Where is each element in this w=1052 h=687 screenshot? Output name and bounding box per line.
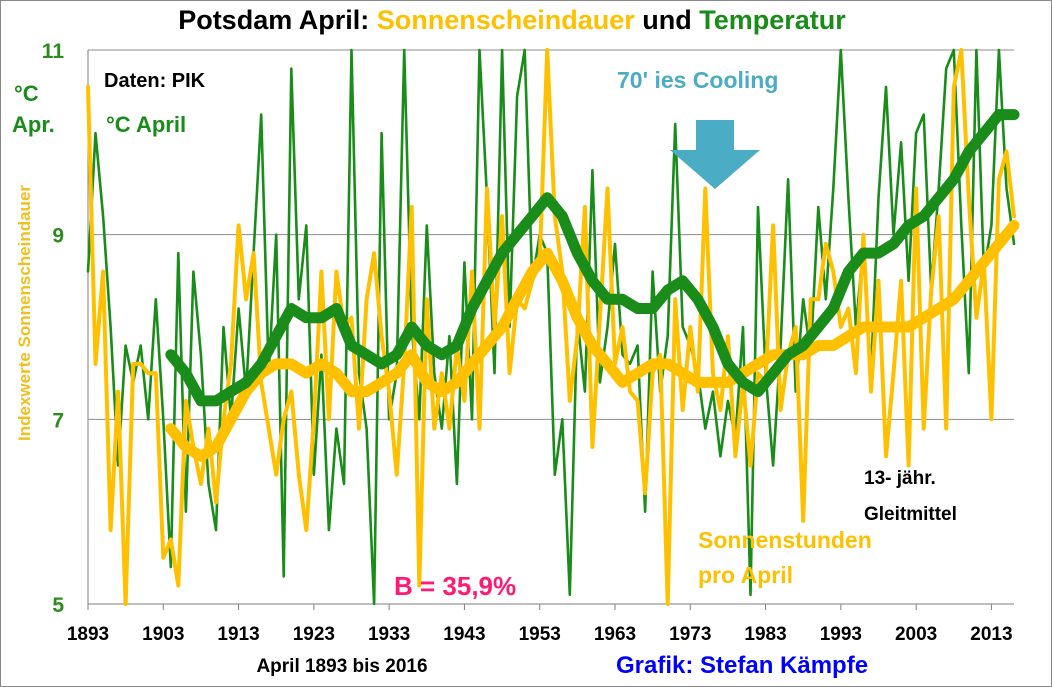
x-tick-label: 1993 bbox=[820, 624, 862, 645]
chart-title-part-2: und bbox=[635, 5, 699, 35]
x-tick-label: 1943 bbox=[443, 624, 485, 645]
unit-short-line-2: Apr. bbox=[12, 112, 55, 137]
credit-label: Grafik: Stefan Kämpfe bbox=[616, 652, 868, 679]
chart-title-part-0: Potsdam April: bbox=[178, 5, 377, 35]
x-tick-label: 1963 bbox=[594, 624, 636, 645]
unit-short-line-1: °C bbox=[14, 81, 39, 106]
cooling-arrow-icon bbox=[670, 120, 760, 189]
x-tick-label: 1923 bbox=[293, 624, 335, 645]
data-source-label: Daten: PIK bbox=[104, 70, 206, 92]
cooling-label: 70' ies Cooling bbox=[617, 67, 778, 93]
x-tick-label: 2003 bbox=[895, 624, 937, 645]
y-tick-label: 9 bbox=[52, 225, 64, 248]
sunshine-series-label: Sonnenstunden pro April bbox=[698, 527, 878, 588]
x-tick-label: 1903 bbox=[142, 624, 184, 645]
x-axis-label: April 1893 bis 2016 bbox=[256, 656, 427, 677]
x-tick-label: 1973 bbox=[669, 624, 711, 645]
x-tick-label: 1913 bbox=[217, 624, 259, 645]
unit-short-label: °C Apr. bbox=[12, 81, 55, 137]
x-tick-label: 2013 bbox=[970, 624, 1012, 645]
series-line-smooth-sunshine bbox=[165, 219, 1020, 462]
chart-title: Potsdam April: Sonnenscheindauer und Tem… bbox=[178, 5, 846, 35]
y-tick-label: 7 bbox=[52, 409, 64, 432]
x-tick-label: 1953 bbox=[519, 624, 561, 645]
tick-labels: 5 7 9 11 1893 1903 1913 1923 1933 1943 1953 1963 197… bbox=[42, 40, 1013, 645]
chart-title-part-3: Temperatur bbox=[699, 5, 846, 35]
b-value-label: B = 35,9% bbox=[394, 571, 516, 601]
sunshine-label-line-2: pro April bbox=[698, 562, 793, 588]
smoothing-line-2: Gleitmittel bbox=[864, 504, 957, 525]
y-tick-label: 5 bbox=[52, 594, 64, 617]
series-line-smooth-temperature bbox=[165, 109, 1020, 407]
y-tick-label: 11 bbox=[42, 40, 65, 63]
smoothing-line-1: 13- jähr. bbox=[864, 468, 936, 489]
y-axis-label: Indexwerte Sonnenscheindauer bbox=[15, 185, 34, 441]
series-layer bbox=[86, 48, 1020, 606]
x-tick-label: 1933 bbox=[368, 624, 410, 645]
temperature-series-label: °C April bbox=[106, 112, 186, 137]
x-tick-label: 1983 bbox=[744, 624, 786, 645]
sunshine-label-line-1: Sonnenstunden bbox=[698, 527, 872, 553]
x-tick-label: 1893 bbox=[67, 624, 109, 645]
smoothing-label: 13- jähr. Gleitmittel bbox=[864, 468, 957, 525]
chart-title-part-1: Sonnenscheindauer bbox=[377, 5, 636, 35]
series-line-raw-sunshine bbox=[86, 48, 1016, 606]
